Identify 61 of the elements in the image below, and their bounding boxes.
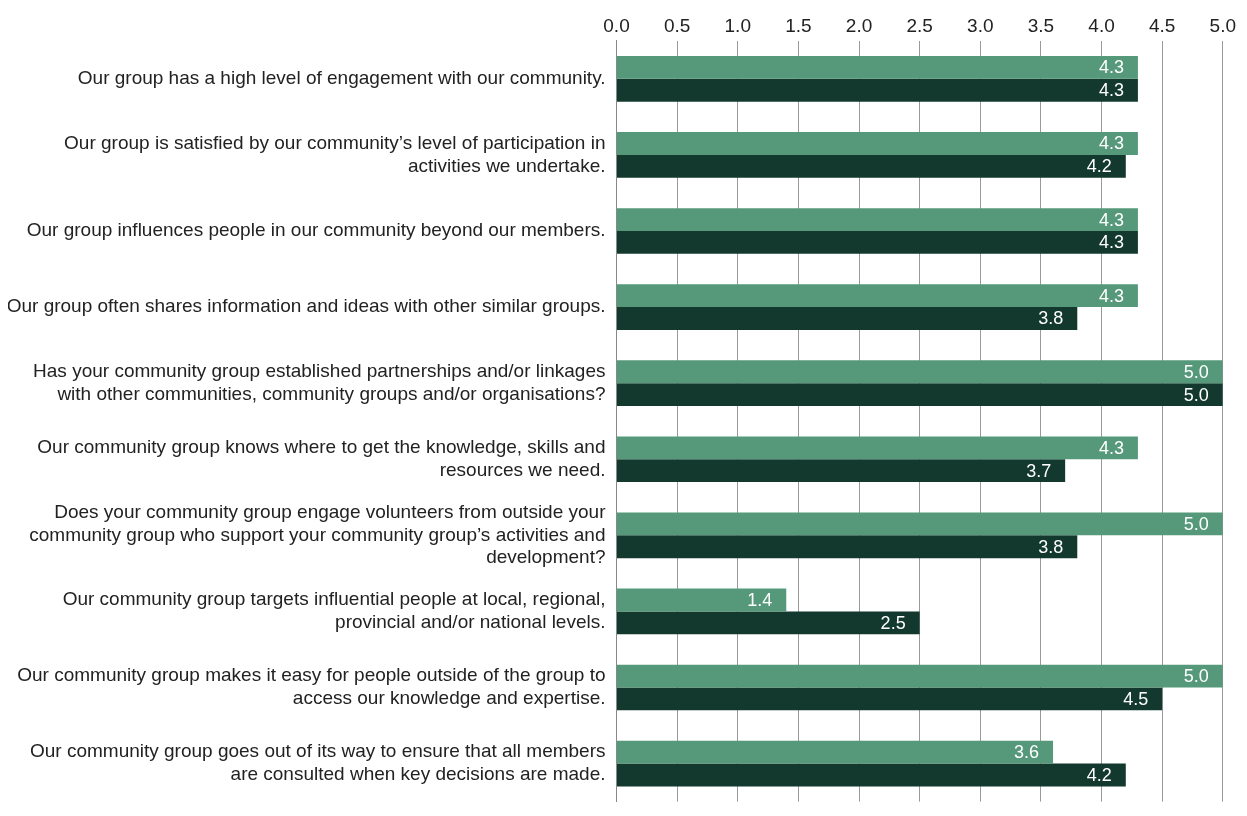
y-tick-label: Our group often shares information and ideas with other similar groups.: [6, 295, 606, 317]
y-tick-label: Our group is satisfied by our community’s level of participation in activities we undertake.: [64, 131, 606, 176]
y-tick-label: Does your community group engage volunteers from outside your community group who support your community group’s activities and development?: [29, 500, 607, 568]
bar: [617, 208, 1138, 231]
bar: [617, 307, 1078, 330]
bar: [617, 535, 1078, 559]
bar: [617, 78, 1138, 102]
data-label: 4.3: [1098, 80, 1124, 101]
bar: [617, 231, 1138, 254]
data-label: 4.3: [1098, 285, 1124, 306]
y-tick-label: Our community group knows where to get the knowledge, skills and resources we need.: [37, 436, 606, 480]
bar: [617, 383, 1223, 406]
bar: [617, 132, 1138, 155]
data-label: 4.2: [1086, 764, 1112, 785]
y-tick-label: Our community group targets influential people at local, regional, provincial and/or national levels.: [62, 588, 606, 633]
x-tick-label: 4.5: [1148, 14, 1176, 36]
data-label: 4.3: [1098, 209, 1124, 230]
bar: [617, 284, 1138, 308]
y-tick-label: Has your community group established partnerships and/or linkages with other communities, community groups and/or organisations?: [33, 359, 606, 404]
bar: [617, 588, 787, 612]
data-label: 3.6: [1014, 742, 1040, 763]
data-label: 4.3: [1098, 437, 1124, 458]
x-tick-label: 5.0: [1209, 14, 1236, 36]
x-tick-label: 0.5: [663, 14, 691, 36]
bar: [617, 763, 1126, 787]
data-label: 3.8: [1038, 536, 1064, 557]
bar: [617, 360, 1223, 384]
data-label: 4.2: [1086, 156, 1112, 177]
data-label: 5.0: [1183, 361, 1209, 382]
data-label: 3.8: [1038, 308, 1064, 329]
bar: [617, 611, 920, 635]
x-tick-label: 3.5: [1027, 14, 1055, 36]
bar: [617, 687, 1163, 711]
x-tick-label: 4.0: [1088, 14, 1115, 36]
data-label: 4.3: [1098, 57, 1124, 78]
bar: [617, 56, 1138, 79]
data-label: 1.4: [747, 589, 773, 610]
data-label: 4.5: [1123, 688, 1149, 709]
bar: [617, 740, 1054, 764]
data-label: 5.0: [1183, 384, 1209, 405]
bar: [617, 664, 1223, 688]
x-tick-label: 1.0: [724, 14, 751, 36]
bar: [617, 459, 1066, 483]
data-label: 5.0: [1183, 513, 1209, 534]
bar: [617, 436, 1138, 460]
x-tick-label: 2.0: [845, 14, 873, 36]
data-label: 2.5: [880, 612, 906, 633]
bar: [617, 154, 1126, 178]
data-label: 5.0: [1183, 666, 1209, 687]
y-tick-label: Our community group goes out of its way to ensure that all members are consulted when key decisions are made.: [29, 740, 606, 785]
y-tick-label: Our group influences people in our community beyond our members.: [26, 219, 606, 241]
bar: [617, 512, 1223, 536]
x-tick-label: 2.5: [906, 14, 933, 36]
x-tick-label: 0.0: [603, 14, 630, 36]
y-tick-label: Our community group makes it easy for people outside of the group to access our knowledge and expertise.: [17, 664, 606, 709]
data-label: 3.7: [1026, 460, 1052, 481]
x-tick-label: 3.0: [967, 14, 994, 36]
x-tick-label: 1.5: [785, 14, 812, 36]
y-tick-label: Our group has a high level of engagement with our community.: [77, 67, 606, 89]
data-label: 4.3: [1098, 232, 1124, 253]
data-label: 4.3: [1098, 133, 1124, 154]
